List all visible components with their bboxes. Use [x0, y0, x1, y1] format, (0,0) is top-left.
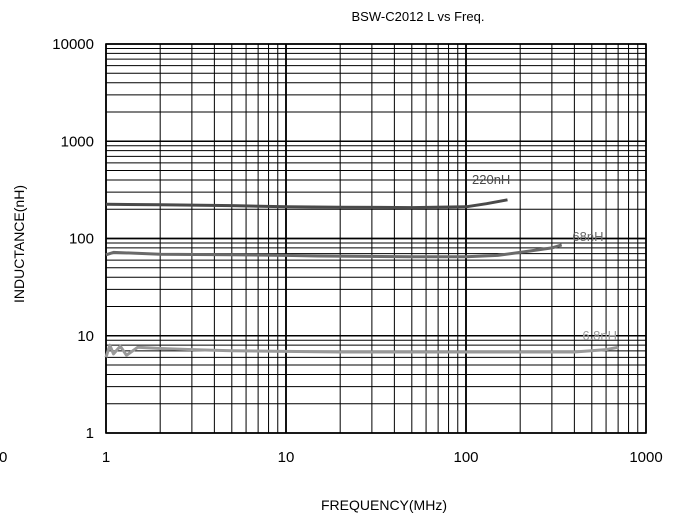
- plot-grid: [105, 43, 647, 434]
- series-label: 220nH: [472, 172, 510, 187]
- series-label: 6.8nH: [582, 328, 617, 343]
- x-tick-label: 1000: [629, 449, 662, 466]
- chart-title: BSW-C2012 L vs Freq.: [352, 9, 485, 24]
- series-line: [105, 243, 563, 259]
- x-tick-label: 100: [453, 449, 478, 466]
- y-axis-label: INDUCTANCE(nH): [11, 185, 27, 303]
- x-axis-label: FREQUENCY(MHz): [321, 497, 447, 513]
- series-lines: [104, 198, 619, 358]
- tick-labels: 1 10 100 1000 1 10 100 1000 10000: [52, 36, 662, 466]
- x-tick-label: 1: [102, 449, 110, 466]
- plot-frame: [105, 43, 647, 434]
- stray-tick-label: 0: [0, 449, 7, 466]
- series-label: 68nH: [572, 229, 603, 244]
- y-tick-label: 1: [86, 425, 94, 442]
- y-tick-label: 10000: [52, 36, 94, 53]
- x-tick-label: 10: [278, 449, 295, 466]
- y-tick-label: 100: [69, 231, 94, 248]
- y-tick-label: 1000: [61, 133, 94, 150]
- series-labels: 220nH 68nH 6.8nH: [472, 172, 617, 343]
- series-line: [104, 343, 619, 358]
- series-line: [105, 198, 508, 210]
- y-tick-label: 10: [77, 328, 94, 345]
